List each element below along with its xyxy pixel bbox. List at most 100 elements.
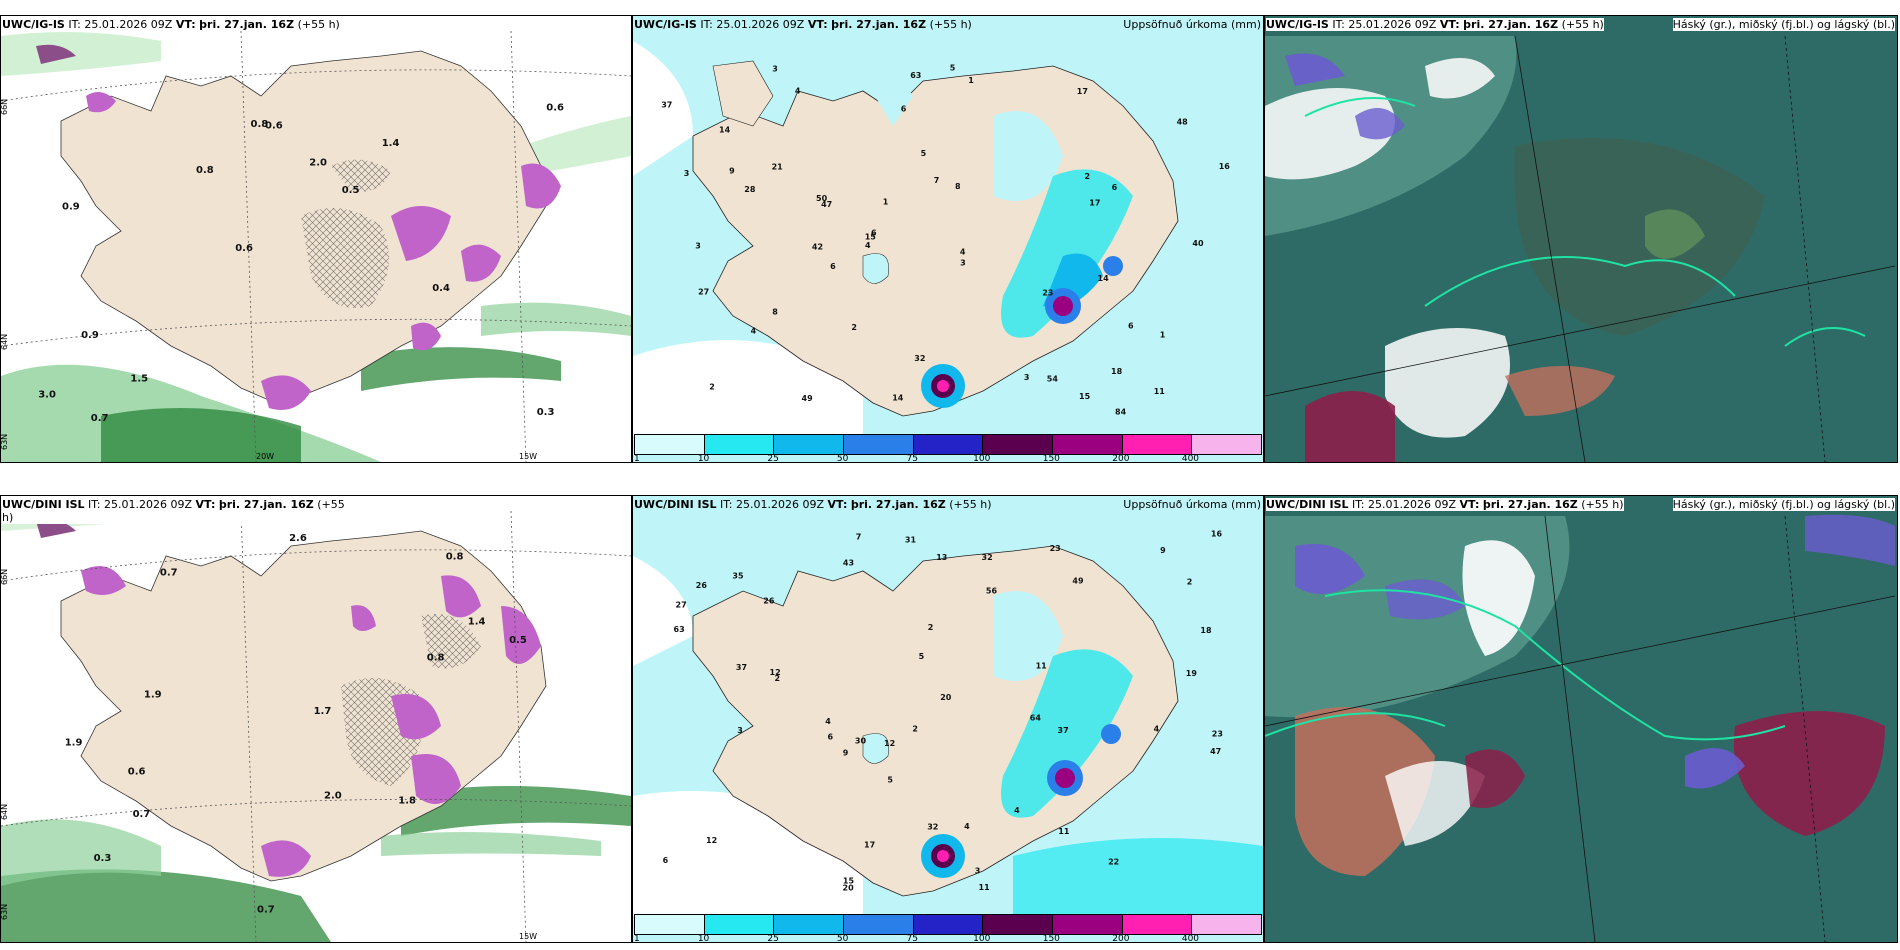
map-value-label: 0.8 bbox=[427, 653, 445, 664]
map-value-label: 30 bbox=[855, 737, 867, 746]
map-value-label: 5 bbox=[887, 775, 893, 784]
map-value-label: 3 bbox=[695, 242, 701, 251]
map-value-label: 0.6 bbox=[546, 102, 564, 113]
lead-time: (+55 bbox=[317, 498, 345, 511]
colorbar-segment bbox=[1122, 915, 1193, 934]
map-value-label: 26 bbox=[696, 581, 708, 590]
vt-value: þri. 27.jan. 16Z bbox=[218, 498, 314, 511]
map-value-label: 23 bbox=[1042, 289, 1053, 298]
map-value-label: 3.0 bbox=[38, 390, 56, 401]
panel-header: UWC/DINI ISL IT: 25.01.2026 09Z VT: þri.… bbox=[1266, 498, 1624, 511]
vt-label: VT: bbox=[807, 18, 828, 31]
colorbar-label: 1 bbox=[634, 934, 640, 943]
map-value-label: 1.9 bbox=[65, 738, 83, 749]
lead-time: (+55 h) bbox=[1581, 498, 1624, 511]
panel-header: UWC/IG-IS IT: 25.01.2026 09Z VT: þri. 27… bbox=[1266, 18, 1604, 31]
map-value-label: 3 bbox=[684, 169, 690, 178]
map-wind-dini: 66N 64N 63N 15W 0.3 0.8 0.7 1.4 2.0 1.9 0.6 0.7… bbox=[1, 496, 631, 942]
colorbar bbox=[634, 434, 1262, 455]
vt-label: VT: bbox=[195, 498, 216, 511]
lat-label: 64N bbox=[1, 804, 9, 820]
map-value-label: 17 bbox=[1089, 198, 1100, 207]
map-value-label: 6 bbox=[1128, 322, 1134, 331]
map-value-label: 63 bbox=[674, 625, 685, 634]
map-value-label: 0.8 bbox=[446, 551, 464, 562]
panel-wind-precip-ig: 66N 64N 63N 20W 15W 0.3 0.9 0.6 0.6 1.4 0.7 0.… bbox=[0, 15, 632, 463]
it-label: IT: bbox=[1332, 18, 1345, 31]
map-value-label: 20 bbox=[843, 883, 855, 892]
map-value-label: 6 bbox=[830, 262, 836, 271]
it-value: 25.01.2026 09Z bbox=[736, 498, 825, 511]
map-value-label: 12 bbox=[770, 668, 781, 677]
lead-time: (+55 h) bbox=[949, 498, 992, 511]
map-value-label: 63 bbox=[910, 71, 921, 80]
map-value-label: 5 bbox=[919, 652, 925, 661]
map-value-label: 4 bbox=[1154, 725, 1160, 734]
map-value-label: 20 bbox=[940, 693, 952, 702]
map-value-label: 49 bbox=[1072, 577, 1084, 586]
map-value-label: 8 bbox=[772, 308, 778, 317]
lon-label: 15W bbox=[519, 452, 537, 461]
it-value: 25.01.2026 09Z bbox=[104, 498, 193, 511]
lat-label: 64N bbox=[1, 334, 9, 350]
map-clouds-ig bbox=[1265, 16, 1897, 462]
map-value-label: 43 bbox=[843, 558, 854, 567]
model-name: UWC/IG-IS bbox=[634, 18, 697, 31]
map-wind-ig: 66N 64N 63N 20W 15W 0.3 0.9 0.6 0.6 1.4 0.7 0.… bbox=[1, 16, 631, 462]
map-value-label: 1 bbox=[883, 197, 889, 206]
map-value-label: 2 bbox=[775, 674, 781, 683]
map-value-label: 0.8 bbox=[196, 165, 214, 176]
colorbar-label: 100 bbox=[973, 454, 991, 463]
map-value-label: 0.6 bbox=[265, 121, 283, 132]
map-value-label: 2.0 bbox=[324, 790, 342, 801]
it-label: IT: bbox=[720, 498, 733, 511]
map-value-label: 23 bbox=[1050, 544, 1061, 553]
map-value-label: 1.9 bbox=[144, 690, 162, 701]
model-name: UWC/DINI ISL bbox=[1266, 498, 1349, 511]
vt-value: þri. 27.jan. 16Z bbox=[1463, 18, 1559, 31]
colorbar-ticks: 1 10 25 50 75 100 150 200 400 bbox=[634, 934, 1260, 943]
colorbar-segment bbox=[913, 915, 984, 934]
colorbar-label: 10 bbox=[697, 454, 710, 463]
map-value-label: 12 bbox=[706, 836, 717, 845]
map-value-label: 7 bbox=[934, 176, 940, 185]
map-value-label: 0.6 bbox=[128, 766, 146, 777]
lon-label: 20W bbox=[256, 452, 274, 461]
map-value-label: 5 bbox=[921, 149, 927, 158]
colorbar-segment bbox=[913, 435, 984, 454]
panel-header: UWC/DINI ISL IT: 25.01.2026 09Z VT: þri.… bbox=[2, 498, 345, 524]
colorbar-label: 75 bbox=[906, 454, 918, 463]
panel-accum-precip-dini: 5 6 4 2 3 4 12 12 18 19 32 35 47 4 2 11 9 20 7 11 9 17 6 27 63 56… bbox=[632, 495, 1264, 943]
lat-label: 66N bbox=[1, 99, 9, 115]
panel-title: Uppsöfnuð úrkoma (mm) bbox=[1123, 498, 1261, 511]
vt-label: VT: bbox=[827, 498, 848, 511]
map-value-label: 32 bbox=[982, 553, 993, 562]
map-value-label: 26 bbox=[763, 597, 775, 606]
map-value-label: 16 bbox=[1219, 162, 1231, 171]
map-value-label: 1 bbox=[968, 76, 974, 85]
map-value-label: 2.0 bbox=[309, 157, 327, 168]
map-value-label: 4 bbox=[751, 327, 757, 336]
colorbar-segment bbox=[1053, 435, 1123, 454]
colorbar-segment bbox=[844, 435, 914, 454]
map-value-label: 0.3 bbox=[94, 853, 112, 864]
map-value-label: 5 bbox=[950, 63, 956, 72]
model-name: UWC/DINI ISL bbox=[2, 498, 85, 511]
map-value-label: 9 bbox=[729, 167, 735, 176]
map-value-label: 3 bbox=[737, 726, 743, 735]
map-value-label: 0.9 bbox=[81, 330, 99, 341]
map-value-label: 3 bbox=[975, 867, 981, 876]
vt-value: þri. 27.jan. 16Z bbox=[199, 18, 295, 31]
map-value-label: 15 bbox=[865, 233, 877, 242]
colorbar-label: 150 bbox=[1042, 454, 1060, 463]
map-value-label: 4 bbox=[964, 822, 970, 831]
lead-time: (+55 h) bbox=[929, 18, 972, 31]
map-value-label: 0.7 bbox=[160, 567, 178, 578]
it-value: 25.01.2026 09Z bbox=[1368, 498, 1457, 511]
model-name: UWC/IG-IS bbox=[1266, 18, 1329, 31]
map-value-label: 11 bbox=[1154, 387, 1166, 396]
map-value-label: 14 bbox=[892, 393, 904, 402]
it-label: IT: bbox=[68, 18, 81, 31]
map-value-label: 16 bbox=[1211, 530, 1223, 539]
map-value-label: 47 bbox=[1210, 747, 1221, 756]
